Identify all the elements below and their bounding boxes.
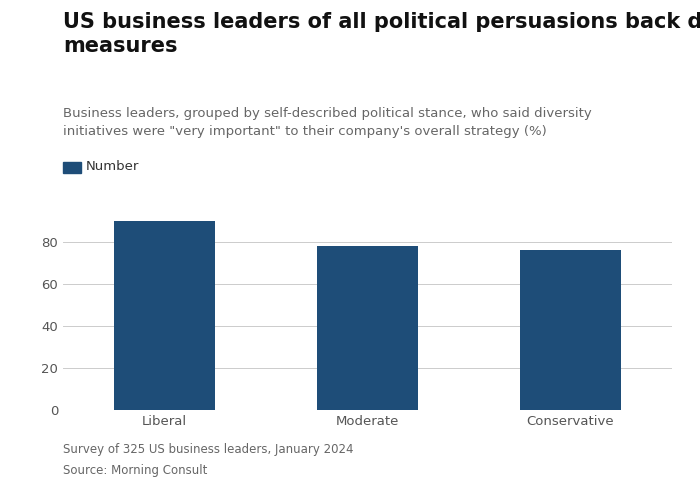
Bar (113, 221, 216, 410)
Bar (519, 250, 622, 410)
Text: Source: Morning Consult: Source: Morning Consult (63, 464, 207, 477)
Text: Survey of 325 US business leaders, January 2024: Survey of 325 US business leaders, Janua… (63, 442, 354, 456)
Text: Number: Number (85, 160, 139, 173)
Text: Business leaders, grouped by self-described political stance, who said diversity: Business leaders, grouped by self-descri… (63, 108, 592, 138)
Text: US business leaders of all political persuasions back diversity
measures: US business leaders of all political per… (63, 12, 700, 56)
Bar (316, 246, 419, 410)
